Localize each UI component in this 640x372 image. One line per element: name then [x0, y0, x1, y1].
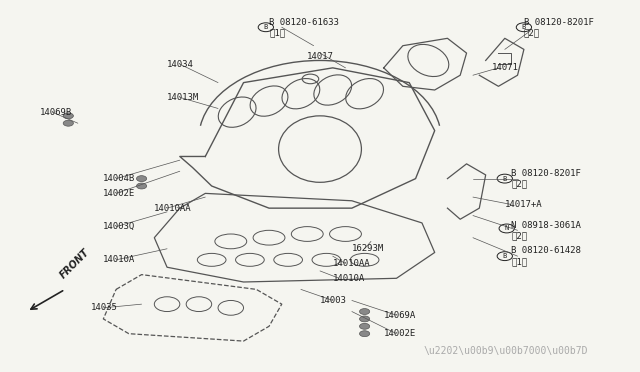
Text: \u2202\u00b9\u00b7000\u00b7D: \u2202\u00b9\u00b7000\u00b7D [423, 346, 588, 356]
Text: 14069A: 14069A [384, 311, 416, 320]
Circle shape [136, 183, 147, 189]
Text: N 08918-3061A
（2）: N 08918-3061A （2） [511, 221, 581, 240]
Text: 14002E: 14002E [103, 189, 136, 198]
Text: 14034: 14034 [167, 60, 194, 69]
Circle shape [360, 323, 370, 329]
Text: B 08120-8201F
（2）: B 08120-8201F （2） [511, 169, 581, 188]
Text: 14010AA: 14010AA [154, 203, 192, 213]
Text: B: B [502, 253, 507, 259]
Text: 14013M: 14013M [167, 93, 199, 102]
Text: 14071: 14071 [492, 63, 519, 72]
Text: B 08120-61633
（1）: B 08120-61633 （1） [269, 17, 339, 37]
Text: 14017+A: 14017+A [505, 200, 543, 209]
Text: 14035: 14035 [91, 303, 118, 312]
Circle shape [360, 309, 370, 314]
Text: FRONT: FRONT [58, 247, 92, 280]
Text: 14003Q: 14003Q [103, 222, 136, 231]
Circle shape [63, 120, 74, 126]
Text: 14010A: 14010A [333, 274, 365, 283]
Text: 14069B: 14069B [40, 108, 72, 117]
Text: B 08120-61428
（1）: B 08120-61428 （1） [511, 247, 581, 266]
Circle shape [360, 316, 370, 322]
Circle shape [63, 113, 74, 119]
Text: N: N [504, 225, 509, 231]
Text: 14010A: 14010A [103, 255, 136, 264]
Text: 14010AA: 14010AA [333, 259, 371, 268]
Text: 14002E: 14002E [384, 329, 416, 338]
Text: 14003: 14003 [320, 296, 347, 305]
Circle shape [136, 176, 147, 182]
Text: B: B [502, 176, 507, 182]
Text: B: B [522, 24, 526, 30]
Text: 14017: 14017 [307, 52, 334, 61]
Text: 16293M: 16293M [352, 244, 384, 253]
Circle shape [360, 331, 370, 337]
Text: B 08120-8201F
（2）: B 08120-8201F （2） [524, 17, 594, 37]
Text: 14004B: 14004B [103, 174, 136, 183]
Text: B: B [264, 24, 268, 30]
